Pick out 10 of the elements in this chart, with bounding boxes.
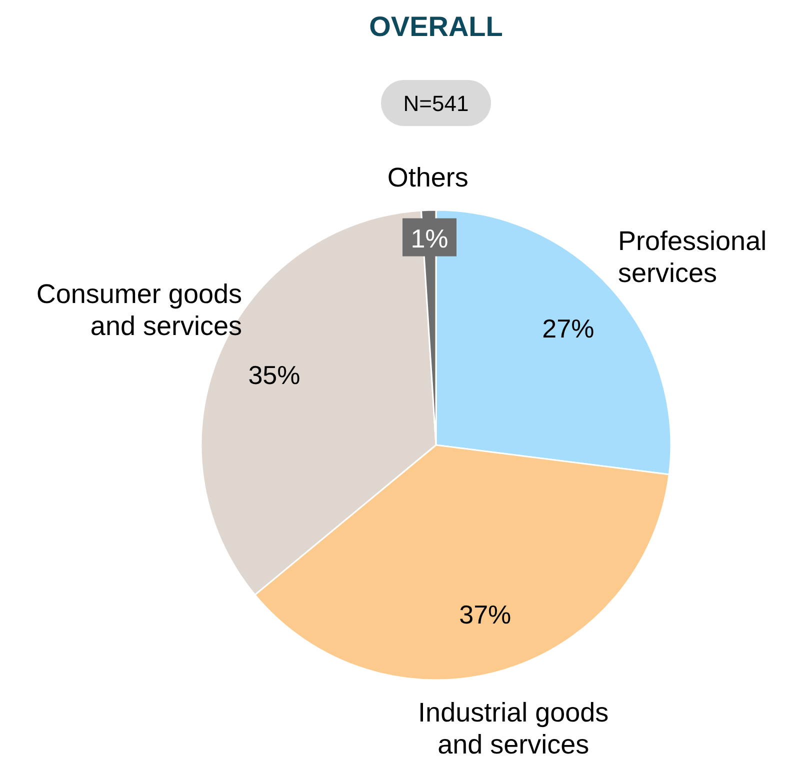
data-label: 27% — [542, 313, 594, 344]
slice-label: Industrial goods and services — [418, 697, 609, 760]
slice-label: Consumer goods and services — [36, 278, 242, 341]
text: N=541 — [403, 91, 469, 116]
data-label: 37% — [459, 599, 512, 630]
data-label: 35% — [248, 360, 300, 390]
slice-label: Professional services — [618, 226, 767, 288]
chart-title: OVERALL — [369, 11, 503, 42]
slice-label: Others — [387, 162, 468, 193]
data-label: 1% — [410, 223, 448, 254]
